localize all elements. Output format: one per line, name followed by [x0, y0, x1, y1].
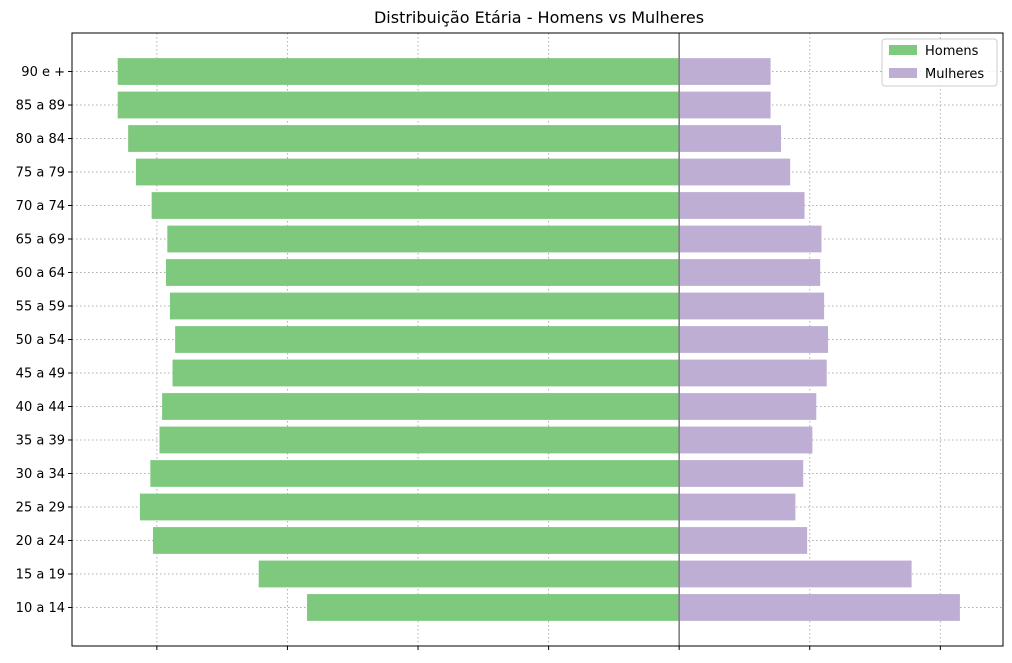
legend: Homens Mulheres [881, 38, 998, 87]
bar-homens [162, 393, 680, 420]
bar-mulheres [679, 393, 817, 420]
bar-mulheres [679, 292, 825, 320]
y-tick-label: 15 a 19 [16, 567, 65, 582]
bar-mulheres [679, 460, 804, 487]
bar-mulheres [679, 493, 796, 521]
bar-homens [159, 426, 680, 454]
y-tick-label: 50 a 54 [16, 333, 65, 348]
y-tick-label: 80 a 84 [16, 132, 65, 147]
legend-label-homens: Homens [925, 44, 979, 59]
bar-homens [152, 527, 680, 554]
bar-homens [167, 225, 680, 253]
bar-homens [139, 493, 680, 521]
y-tick-label: 20 a 24 [16, 534, 65, 549]
bar-mulheres [679, 326, 829, 353]
bar-mulheres [679, 259, 821, 286]
y-tick-label: 75 a 79 [16, 166, 65, 181]
legend-swatch-homens [889, 45, 917, 55]
bar-mulheres [679, 527, 808, 554]
axes: 10 a 14 15 a 19 20 a 24 25 a 29 30 a 34 35 a … [16, 65, 941, 650]
y-tick-label: 45 a 49 [16, 366, 65, 381]
bar-mulheres [679, 192, 805, 219]
bar-homens [117, 91, 680, 119]
legend-swatch-mulheres [889, 68, 917, 78]
bar-mulheres [679, 225, 822, 253]
bar-homens [175, 326, 680, 353]
y-tick-label: 65 a 69 [16, 233, 65, 248]
bar-mulheres [679, 594, 960, 621]
y-tick-label: 35 a 39 [16, 433, 65, 448]
y-tick-label: 60 a 64 [16, 266, 65, 281]
bar-homens [169, 292, 680, 320]
bar-homens [117, 58, 680, 85]
bar-mulheres [679, 125, 782, 152]
bar-mulheres [679, 359, 827, 387]
y-tick-label: 10 a 14 [16, 601, 65, 616]
bar-homens [258, 560, 680, 588]
bar-mulheres [679, 426, 813, 454]
bar-homens [128, 125, 680, 152]
bar-homens [307, 594, 680, 621]
bar-homens [166, 259, 680, 286]
bar-mulheres [679, 560, 912, 588]
bar-mulheres [679, 91, 771, 119]
bar-mulheres [679, 158, 791, 186]
y-tick-label: 70 a 74 [16, 199, 65, 214]
y-tick-label: 25 a 29 [16, 500, 65, 515]
y-tick-label: 90 e + [21, 65, 65, 80]
y-tick-label: 55 a 59 [16, 300, 65, 315]
y-tick-label: 30 a 34 [16, 467, 65, 482]
y-tick-label: 85 a 89 [16, 99, 65, 114]
chart-title: Distribuição Etária - Homens vs Mulheres [374, 8, 704, 27]
bars [117, 58, 960, 621]
bar-homens [135, 158, 680, 186]
legend-label-mulheres: Mulheres [925, 67, 984, 82]
y-tick-label: 40 a 44 [16, 400, 65, 415]
bar-homens [151, 192, 680, 219]
bar-homens [172, 359, 680, 387]
bar-mulheres [679, 58, 771, 85]
bar-homens [150, 460, 680, 487]
